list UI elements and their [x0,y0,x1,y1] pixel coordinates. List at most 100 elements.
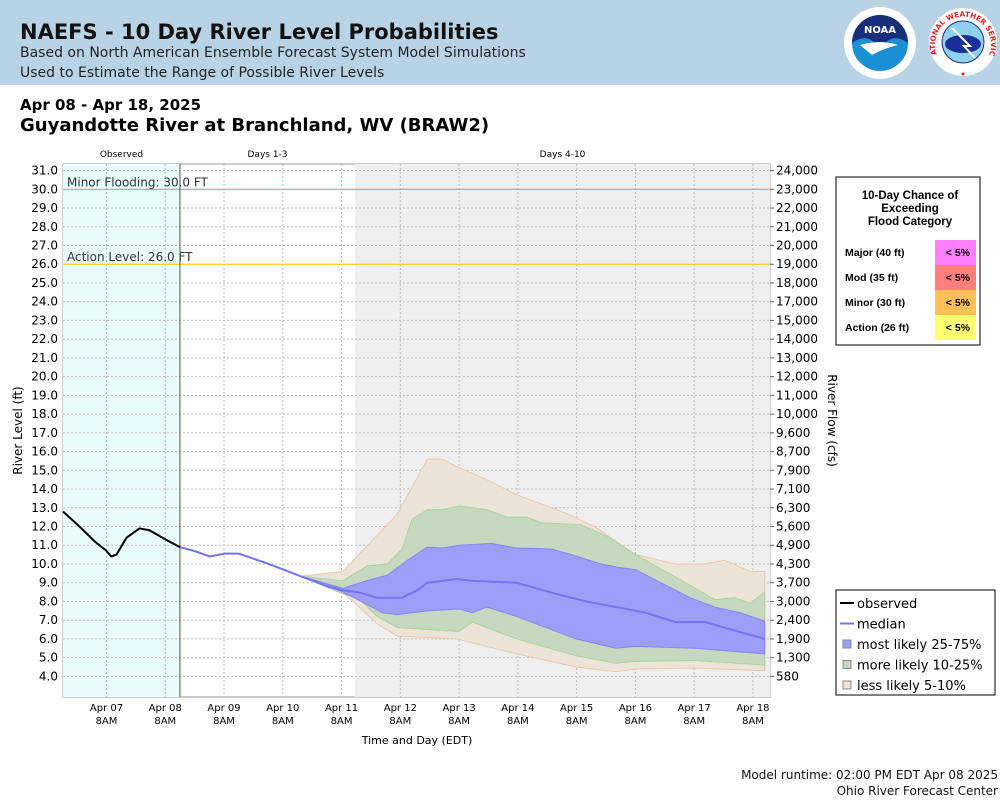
period-label: Days 4-10 [540,150,586,160]
subtitle: Used to Estimate the Range of Possible R… [20,65,385,81]
legend-swatch [842,639,852,649]
y2-tick-label: 15,000 [776,313,818,327]
y2-tick-label: 1,300 [776,651,810,665]
header: NAEFS - 10 Day River Level Probabilities… [0,0,1000,85]
x-tick-label: Apr 16 [619,703,652,714]
y2-tick-label: 6,300 [776,501,810,515]
median-line [179,546,765,640]
y-tick-label: 10.0 [31,557,58,571]
y2-tick-label: 14,000 [776,332,818,346]
flood-chance-cell [935,315,976,340]
y-tick-label: 7.0 [39,613,58,627]
y-tick-label: 23.0 [31,313,58,327]
y-axis-label: River Level (ft) [11,386,25,474]
y-tick-label: 29.0 [31,201,58,215]
y-tick-label: 6.0 [39,632,58,646]
x-tick-label: 8AM [507,716,529,727]
y-tick-label: 13.0 [31,501,58,515]
x-tick-label: 8AM [742,716,764,727]
y2-axis-label: River Flow (cfs) [825,374,839,467]
flood-chance-value: < 5% [946,322,971,334]
flood-category-label: Mod (35 ft) [845,272,898,284]
y2-tick-label: 3,000 [776,594,810,608]
legend-swatch [842,660,852,669]
page-title: NAEFS - 10 Day River Level Probabilities [20,20,499,44]
period-label: Observed [100,150,143,160]
x-tick-label: 8AM [331,716,353,727]
y2-tick-label: 8,700 [776,445,810,459]
band-most-likely [300,542,766,655]
flood-category-label: Minor (30 ft) [845,297,905,309]
x-tick-label: 8AM [96,716,118,727]
model-runtime: Model runtime: 02:00 PM EDT Apr 08 2025 [741,768,998,782]
y2-tick-label: 17,000 [776,295,818,309]
threshold-label: Action Level: 26.0 FT [67,250,193,264]
x-tick-label: Apr 17 [678,703,711,714]
flood-table-title: 10-Day Chance of [862,190,959,202]
y-tick-label: 28.0 [31,220,58,234]
forecast-center: Ohio River Forecast Center [836,784,998,798]
flood-category-label: Major (40 ft) [845,247,905,259]
observed-period-bg [63,164,180,697]
x-tick-label: Apr 15 [560,703,593,714]
y-tick-label: 11.0 [31,538,58,552]
legend-label: less likely 5-10% [857,679,966,694]
y-tick-label: 24.0 [31,295,58,309]
y-tick-label: 18.0 [31,407,58,421]
y-tick-label: 8.0 [39,594,58,608]
legend-label: observed [857,597,917,612]
y2-tick-label: 10,000 [776,407,818,421]
y-tick-label: 31.0 [31,164,58,178]
x-tick-label: Apr 07 [90,703,123,714]
x-tick-label: Apr 08 [149,703,182,714]
threshold-label: Minor Flooding: 30.0 FT [67,175,209,189]
period-label: Days 1-3 [248,150,288,160]
legend-label: median [857,618,906,633]
y-tick-label: 22.0 [31,332,58,346]
x-tick-label: Apr 14 [501,703,534,714]
y2-tick-label: 21,000 [776,220,818,234]
y2-tick-label: 5,600 [776,520,810,534]
x-tick-label: Apr 10 [266,703,299,714]
legend [835,589,996,696]
date-range: Apr 08 - Apr 18, 2025 [20,96,202,114]
y-tick-label: 20.0 [31,370,58,384]
y-tick-label: 12.0 [31,520,58,534]
y-tick-label: 30.0 [31,182,58,196]
y2-tick-label: 7,900 [776,463,810,477]
y-tick-label: 4.0 [39,669,58,683]
x-tick-label: 8AM [683,716,705,727]
flood-table-title: Flood Category [868,216,953,228]
y-tick-label: 27.0 [31,238,58,252]
flood-chance-cell [935,290,976,315]
x-tick-label: Apr 13 [443,703,476,714]
y-tick-label: 14.0 [31,482,58,496]
y-tick-label: 21.0 [31,351,58,365]
y2-tick-label: 22,000 [776,201,818,215]
x-tick-label: Apr 18 [736,703,769,714]
flood-category-label: Action (26 ft) [845,322,909,334]
nws-logo: NATIONAL WEATHER SERVICE [928,3,998,76]
legend-label: most likely 25-75% [857,638,981,653]
x-tick-label: Apr 11 [325,703,358,714]
observed-line [62,510,181,558]
station-title: Guyandotte River at Branchland, WV (BRAW… [20,115,490,136]
x-tick-label: 8AM [154,716,176,727]
flood-chance-cell [935,240,976,265]
x-tick-label: 8AM [389,716,411,727]
y2-tick-label: 23,000 [776,182,818,196]
y-tick-label: 17.0 [31,426,58,440]
legend-label: more likely 10-25% [857,659,983,674]
y2-tick-label: 580 [776,669,799,683]
noaa-logo-text: NOAA [864,25,896,36]
y2-tick-label: 7,100 [776,482,810,496]
x-tick-label: Apr 09 [207,703,240,714]
legend-swatch [842,680,852,690]
y-tick-label: 9.0 [39,576,58,590]
y2-tick-label: 4,300 [776,557,810,571]
y2-tick-label: 18,000 [776,276,818,290]
y2-tick-label: 20,000 [776,238,818,252]
y-tick-label: 25.0 [31,276,58,290]
x-tick-label: 8AM [448,716,470,727]
x-tick-label: 8AM [566,716,588,727]
